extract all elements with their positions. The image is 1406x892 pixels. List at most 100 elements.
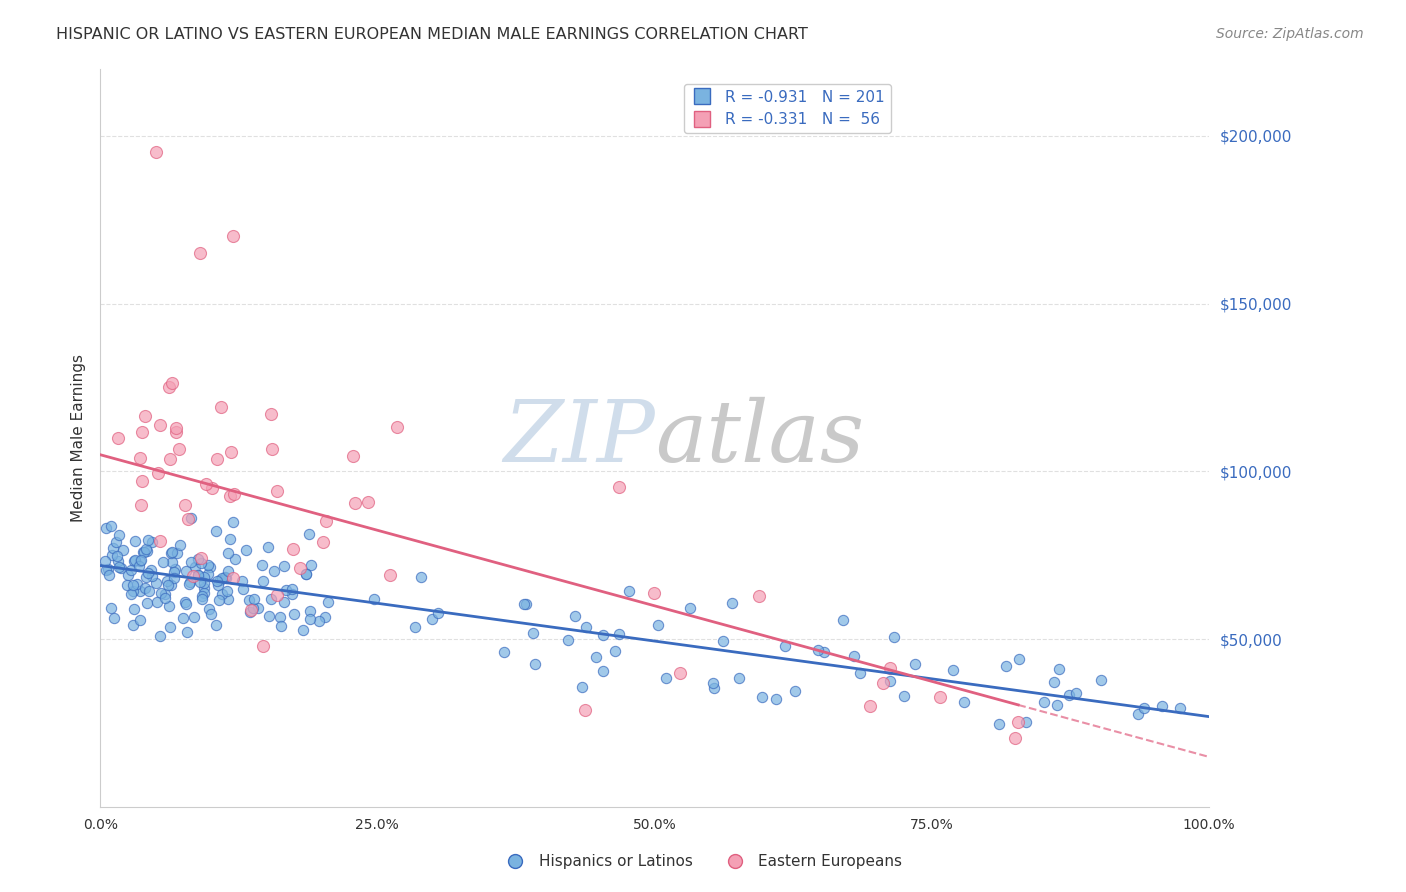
Point — [163, 562, 186, 576]
Point — [222, 515, 245, 529]
Point — [385, 419, 408, 434]
Point — [105, 535, 128, 549]
Point — [122, 617, 145, 632]
Legend: R = -0.931   N = 201, R = -0.331   N =  56: R = -0.931 N = 201, R = -0.331 N = 56 — [683, 84, 891, 134]
Point — [107, 560, 129, 574]
Point — [269, 609, 291, 624]
Point — [585, 649, 607, 664]
Point — [904, 657, 927, 672]
Point — [299, 558, 322, 572]
Point — [187, 552, 209, 566]
Point — [145, 576, 167, 591]
Point — [281, 587, 304, 601]
Point — [252, 639, 274, 653]
Point — [146, 595, 169, 609]
Point — [134, 409, 156, 424]
Point — [893, 689, 915, 703]
Point — [1126, 707, 1149, 722]
Point — [420, 612, 443, 626]
Point — [124, 553, 146, 567]
Point — [152, 555, 174, 569]
Point — [157, 577, 180, 591]
Point — [120, 563, 142, 577]
Point — [190, 557, 212, 571]
Point — [523, 657, 546, 672]
Point — [136, 533, 159, 548]
Point — [290, 560, 312, 574]
Point — [120, 587, 142, 601]
Point — [643, 586, 665, 600]
Point — [188, 575, 211, 590]
Point — [292, 624, 315, 638]
Point — [765, 691, 787, 706]
Point — [222, 229, 245, 244]
Point — [191, 589, 214, 603]
Point — [1015, 714, 1038, 729]
Point — [97, 562, 120, 576]
Point — [200, 607, 222, 621]
Point — [205, 451, 228, 466]
Point — [1047, 662, 1070, 676]
Point — [343, 496, 366, 510]
Legend: Hispanics or Latinos, Eastern Europeans: Hispanics or Latinos, Eastern Europeans — [498, 848, 908, 875]
Point — [155, 586, 177, 600]
Point — [564, 609, 586, 624]
Point — [247, 600, 270, 615]
Point — [125, 577, 148, 591]
Point — [607, 480, 630, 494]
Point — [160, 545, 183, 559]
Point — [197, 558, 219, 573]
Point — [273, 558, 295, 573]
Point — [813, 645, 835, 659]
Point — [148, 533, 170, 548]
Point — [129, 450, 152, 465]
Point — [159, 452, 181, 467]
Point — [1066, 686, 1088, 700]
Point — [380, 568, 402, 582]
Point — [1168, 701, 1191, 715]
Point — [295, 567, 318, 582]
Point — [172, 611, 194, 625]
Point — [713, 634, 735, 648]
Point — [995, 658, 1018, 673]
Point — [849, 665, 872, 680]
Point — [243, 592, 266, 607]
Point — [107, 554, 129, 568]
Text: HISPANIC OR LATINO VS EASTERN EUROPEAN MEDIAN MALE EARNINGS CORRELATION CHART: HISPANIC OR LATINO VS EASTERN EUROPEAN M… — [56, 27, 808, 42]
Point — [571, 680, 593, 694]
Point — [132, 545, 155, 559]
Point — [283, 607, 305, 621]
Point — [775, 639, 797, 653]
Point — [263, 565, 285, 579]
Point — [121, 577, 143, 591]
Point — [108, 528, 131, 542]
Point — [209, 401, 232, 415]
Point — [217, 564, 239, 578]
Point — [260, 407, 283, 421]
Text: Source: ZipAtlas.com: Source: ZipAtlas.com — [1216, 27, 1364, 41]
Point — [575, 620, 598, 634]
Point — [315, 514, 337, 528]
Point — [217, 591, 239, 606]
Point — [522, 625, 544, 640]
Point — [281, 582, 304, 597]
Point — [208, 573, 231, 587]
Point — [217, 546, 239, 560]
Point — [250, 558, 273, 572]
Text: ZIP: ZIP — [503, 397, 655, 479]
Point — [183, 609, 205, 624]
Point — [242, 601, 264, 615]
Point — [160, 376, 183, 391]
Point — [117, 567, 139, 582]
Point — [211, 587, 233, 601]
Point — [222, 570, 245, 584]
Point — [222, 487, 245, 501]
Point — [257, 609, 280, 624]
Point — [197, 602, 219, 616]
Point — [149, 586, 172, 600]
Point — [276, 583, 298, 598]
Point — [163, 565, 186, 579]
Point — [180, 511, 202, 525]
Point — [138, 566, 160, 580]
Point — [156, 574, 179, 588]
